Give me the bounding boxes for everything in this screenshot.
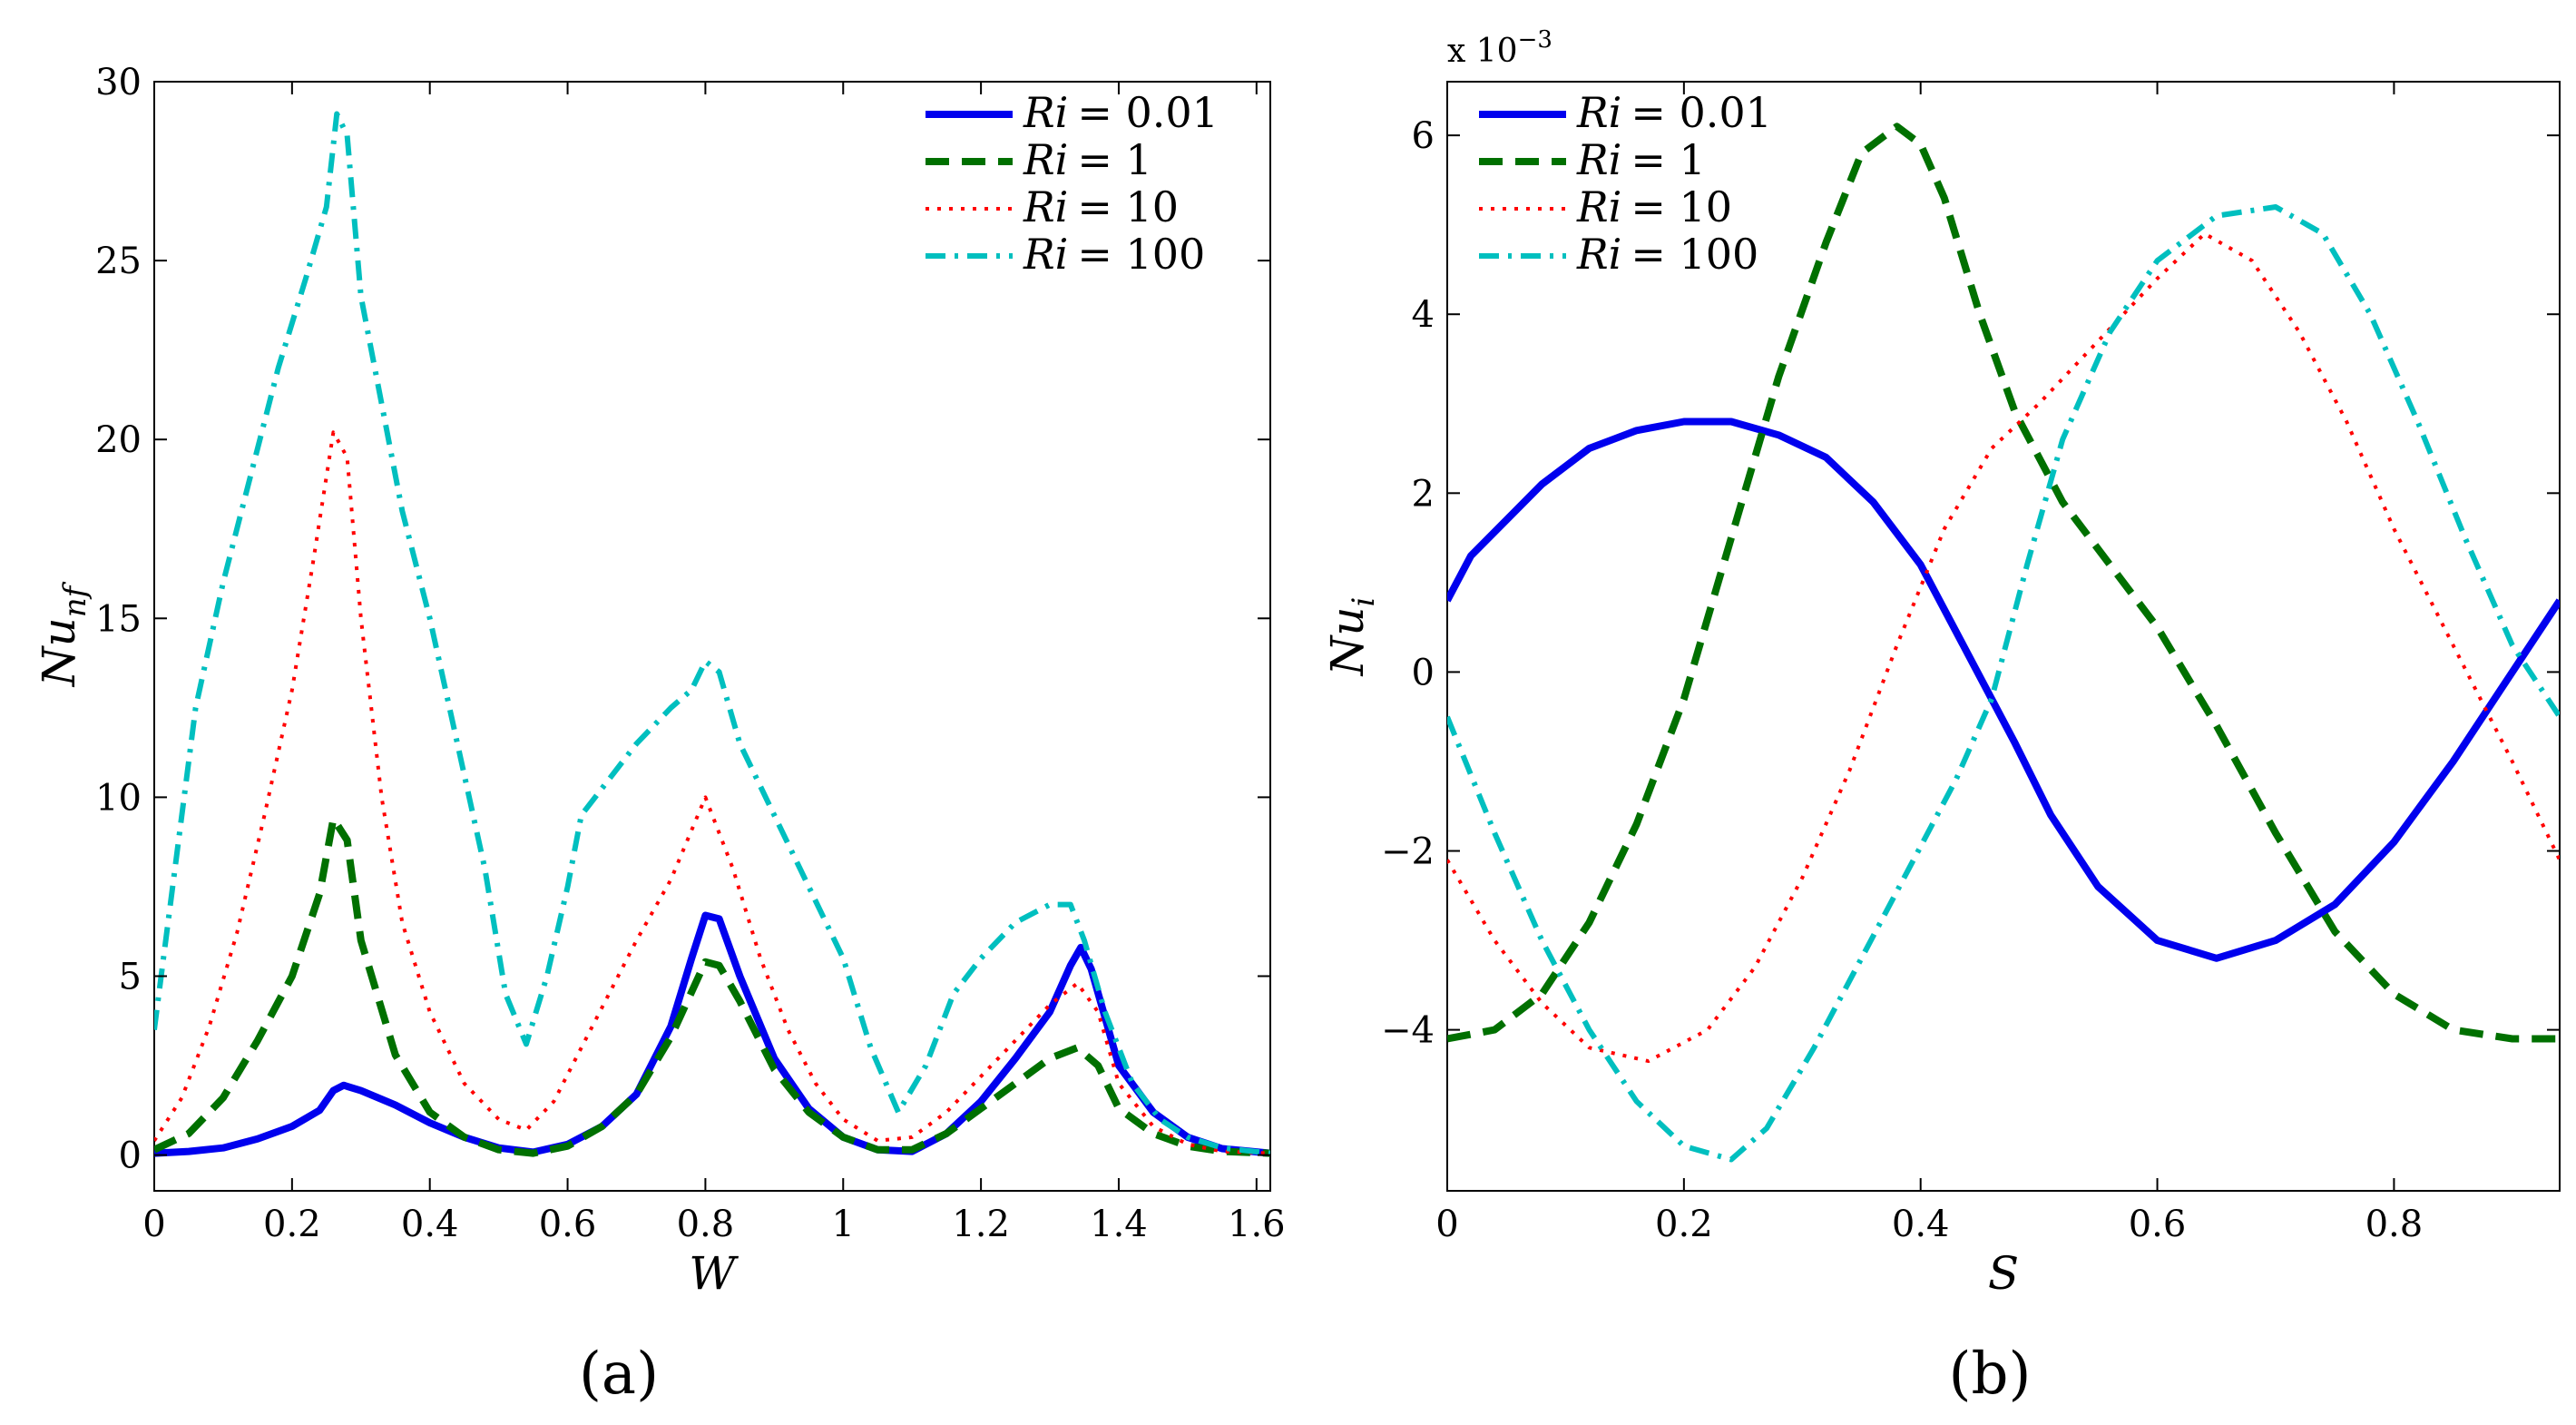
legend-label-value: = 1 [1631, 135, 1705, 184]
plot-area [1446, 81, 2561, 1192]
y-tick-label: 20 [95, 419, 142, 461]
series-line-ri-0-01 [1447, 418, 2560, 962]
legend-label-value: = 0.01 [1631, 88, 1772, 137]
series-line-ri-100 [1447, 204, 2560, 1163]
x-tick-label: 1.6 [1228, 1204, 1286, 1245]
x-tick-label: 0.6 [539, 1204, 597, 1245]
legend-label-var: Ri [1023, 230, 1068, 279]
y-tick-label: −4 [1381, 1010, 1435, 1052]
y-axis-label-sub: nf [57, 581, 93, 617]
plot-area [153, 81, 1271, 1192]
legend-label-var: Ri [1023, 135, 1068, 184]
x-tick-label: 0.2 [1655, 1204, 1713, 1245]
y-axis-label-base: Nu [33, 617, 85, 687]
x-tick-label: 0.2 [263, 1204, 321, 1245]
x-tick-label: 1.4 [1090, 1204, 1148, 1245]
y-tick-label: 15 [95, 598, 142, 640]
series-line-ri-100 [154, 111, 1270, 1156]
series-line-ri-1 [1447, 123, 2560, 1043]
y-axis-label-base: Nu [1321, 606, 1374, 676]
y-axis-label: Nui [1321, 597, 1382, 677]
panel-caption: (b) [1949, 1341, 2032, 1408]
y-tick-label: 0 [119, 1135, 142, 1177]
series-line-ri-0-01 [154, 911, 1270, 1157]
x-axis-label: S [1988, 1247, 2019, 1300]
x-tick-label: 0.8 [2365, 1204, 2424, 1245]
legend-label-var: Ri [1023, 182, 1068, 231]
legend-label-ri-1: Ri = 1 [1576, 135, 1706, 184]
y-tick-label: 10 [95, 777, 142, 819]
series-group [1447, 123, 2560, 1163]
y-tick-label: −2 [1381, 831, 1435, 873]
legend-label-value: = 10 [1631, 182, 1732, 231]
x-tick-label: 0.6 [2129, 1204, 2187, 1245]
x-tick-label: 0.4 [1892, 1204, 1950, 1245]
legend-label-ri-10: Ri = 10 [1576, 182, 1732, 231]
series-group [154, 111, 1270, 1157]
y-exponent-power: −3 [1518, 26, 1552, 54]
y-tick-label: 5 [119, 956, 142, 998]
legend-label-ri-0-01: Ri = 0.01 [1023, 88, 1219, 137]
x-tick-label: 0.4 [401, 1204, 459, 1245]
x-tick-label: 1 [832, 1204, 855, 1245]
legend-label-value: = 100 [1077, 230, 1205, 279]
y-axis-label: Nunf [33, 581, 93, 687]
legend-label-ri-0-01: Ri = 0.01 [1576, 88, 1772, 137]
y-exponent-base: x 10 [1447, 33, 1518, 70]
legend-label-ri-10: Ri = 10 [1023, 182, 1179, 231]
panel-caption: (a) [579, 1341, 659, 1408]
legend-label-var: Ri [1576, 182, 1621, 231]
legend-label-ri-100: Ri = 100 [1023, 230, 1205, 279]
y-exponent-label: x 10−3 [1447, 26, 1552, 70]
y-tick-label: 25 [95, 241, 142, 282]
series-line-ri-1 [154, 815, 1270, 1157]
x-axis-label: W [689, 1247, 739, 1300]
legend-label-value: = 10 [1077, 182, 1179, 231]
y-tick-label: 30 [95, 62, 142, 103]
x-tick-label: 0 [142, 1204, 165, 1245]
y-axis-label-sub: i [1346, 597, 1382, 607]
legend-label-ri-1: Ri = 1 [1023, 135, 1152, 184]
legend-label-var: Ri [1576, 230, 1621, 279]
legend-label-var: Ri [1576, 88, 1621, 137]
legend-label-ri-100: Ri = 100 [1576, 230, 1758, 279]
y-tick-label: 4 [1412, 294, 1435, 336]
x-tick-label: 0 [1435, 1204, 1458, 1245]
x-tick-label: 1.2 [952, 1204, 1010, 1245]
legend-label-value: = 100 [1631, 230, 1758, 279]
y-tick-label: 2 [1412, 473, 1435, 515]
legend-label-value: = 0.01 [1077, 88, 1219, 137]
panel-a: 0 0.2 0.4 0.6 0.8 1 1.2 1.4 1.6 0 5 10 15 20 25 30 W Nunf… [33, 62, 1286, 1408]
y-tick-label: 6 [1412, 115, 1435, 157]
x-tick-label: 0.8 [677, 1204, 735, 1245]
legend-label-value: = 1 [1077, 135, 1151, 184]
y-tick-label: 0 [1412, 652, 1435, 693]
legend-label-var: Ri [1023, 88, 1068, 137]
legend-label-var: Ri [1576, 135, 1621, 184]
